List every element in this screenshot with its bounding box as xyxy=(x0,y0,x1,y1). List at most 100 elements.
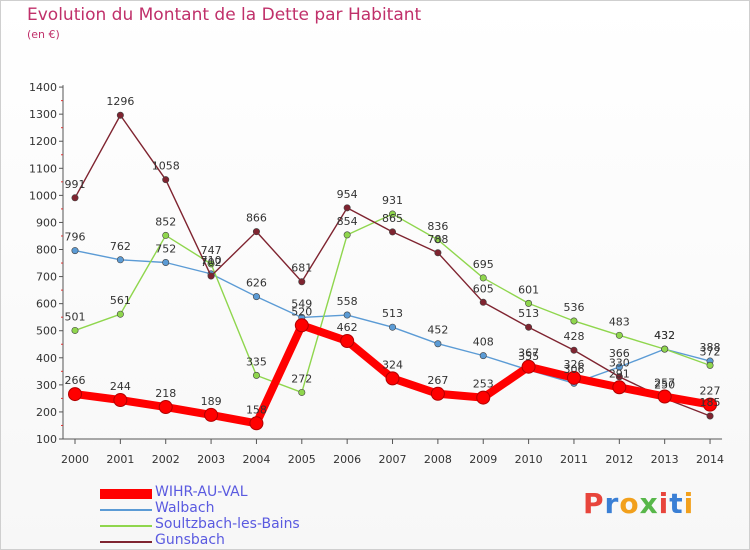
series-point-wihr-au-val xyxy=(612,380,627,395)
data-label: 408 xyxy=(473,336,494,349)
series-point-walbach xyxy=(116,256,124,264)
proxiti-logo: Proxiti xyxy=(583,487,694,520)
series-point-wihr-au-val xyxy=(158,400,173,415)
x-tick-label: 2011 xyxy=(560,453,588,466)
series-point-walbach xyxy=(252,293,260,301)
data-label: 227 xyxy=(700,385,721,398)
series-point-soultzbach-les-bains xyxy=(116,310,124,318)
series-point-wihr-au-val xyxy=(521,359,536,374)
y-tick-label: 900 xyxy=(36,216,57,229)
series-point-soultzbach-les-bains xyxy=(525,299,533,307)
chart-title: Evolution du Montant de la Dette par Hab… xyxy=(27,5,422,25)
series-point-soultzbach-les-bains xyxy=(706,361,714,369)
series-point-wihr-au-val xyxy=(566,370,581,385)
legend-swatch xyxy=(100,509,152,511)
series-point-wihr-au-val xyxy=(703,397,718,412)
x-tick-label: 2005 xyxy=(288,453,316,466)
logo-letter: P xyxy=(583,487,605,520)
data-label: 428 xyxy=(563,330,584,343)
y-tick-label: 400 xyxy=(36,352,57,365)
data-label: 372 xyxy=(700,345,721,358)
data-label: 710 xyxy=(201,254,222,267)
y-tick-label: 800 xyxy=(36,244,57,257)
series-point-gunsbach xyxy=(252,228,260,236)
series-point-gunsbach xyxy=(525,323,533,331)
data-label: 291 xyxy=(609,367,630,380)
data-label: 788 xyxy=(427,233,448,246)
series-point-gunsbach xyxy=(389,228,397,236)
series-point-gunsbach xyxy=(162,176,170,184)
y-tick-label: 1100 xyxy=(29,162,57,175)
logo-letter: t xyxy=(669,487,684,520)
data-label: 366 xyxy=(609,347,630,360)
series-point-soultzbach-les-bains xyxy=(661,345,669,353)
data-label: 483 xyxy=(609,315,630,328)
series-point-gunsbach xyxy=(615,373,623,381)
data-label: 695 xyxy=(473,258,494,271)
data-label: 250 xyxy=(654,378,675,391)
data-label: 253 xyxy=(473,378,494,391)
data-label: 306 xyxy=(563,363,584,376)
data-label: 605 xyxy=(473,282,494,295)
data-label: 702 xyxy=(201,256,222,269)
series-point-gunsbach xyxy=(706,412,714,420)
data-label: 462 xyxy=(337,321,358,334)
series-point-soultzbach-les-bains xyxy=(298,388,306,396)
series-point-gunsbach xyxy=(343,204,351,212)
data-label: 158 xyxy=(246,403,267,416)
series-point-soultzbach-les-bains xyxy=(434,236,442,244)
legend-label: WIHR-AU-VAL xyxy=(155,484,248,500)
legend-swatch xyxy=(100,525,152,527)
series-point-walbach xyxy=(434,340,442,348)
data-label: 752 xyxy=(155,243,176,256)
series-point-soultzbach-les-bains xyxy=(71,326,79,334)
x-tick-label: 2003 xyxy=(197,453,225,466)
series-point-wihr-au-val xyxy=(476,390,491,405)
series-point-wihr-au-val xyxy=(294,318,309,333)
series-point-walbach xyxy=(479,352,487,360)
y-tick-label: 500 xyxy=(36,325,57,338)
data-label: 954 xyxy=(337,188,358,201)
series-point-gunsbach xyxy=(207,272,215,280)
data-label: 257 xyxy=(654,377,675,390)
x-tick-label: 2012 xyxy=(605,453,633,466)
data-label: 272 xyxy=(291,372,312,385)
data-label: 501 xyxy=(65,310,86,323)
axes: 100 200 300 400 500 600 700 800 900 1000 1100 1200 1… xyxy=(29,81,724,466)
series-point-soultzbach-les-bains xyxy=(162,231,170,239)
series-point-walbach xyxy=(71,247,79,255)
legend-label: Gunsbach xyxy=(155,532,225,548)
data-label: 324 xyxy=(382,358,403,371)
x-tick-label: 2006 xyxy=(333,453,361,466)
series-point-wihr-au-val xyxy=(113,393,128,408)
series-point-walbach xyxy=(615,363,623,371)
data-label: 452 xyxy=(427,324,448,337)
series-point-gunsbach xyxy=(479,298,487,306)
x-tick-label: 2001 xyxy=(106,453,134,466)
series-point-gunsbach xyxy=(298,278,306,286)
logo-letter: o xyxy=(619,487,640,520)
data-label: 931 xyxy=(382,194,403,207)
y-tick-label: 700 xyxy=(36,271,57,284)
data-label: 330 xyxy=(609,357,630,370)
data-label: 762 xyxy=(110,240,131,253)
x-tick-label: 2010 xyxy=(515,453,543,466)
y-tick-label: 1300 xyxy=(29,108,57,121)
data-label: 836 xyxy=(427,220,448,233)
x-tick-label: 2008 xyxy=(424,453,452,466)
legend-label: Soultzbach-les-Bains xyxy=(155,516,300,532)
data-label: 852 xyxy=(155,215,176,228)
series-point-walbach xyxy=(389,323,397,331)
series-point-wihr-au-val xyxy=(340,334,355,349)
series-point-gunsbach xyxy=(116,111,124,119)
series-point-walbach xyxy=(343,311,351,319)
series-point-soultzbach-les-bains xyxy=(207,260,215,268)
data-label: 796 xyxy=(65,231,86,244)
y-tick-label: 1000 xyxy=(29,189,57,202)
data-label: 335 xyxy=(246,355,267,368)
series-point-soultzbach-les-bains xyxy=(615,331,623,339)
data-label: 326 xyxy=(563,358,584,371)
data-label: 681 xyxy=(291,262,312,275)
data-label: 626 xyxy=(246,277,267,290)
